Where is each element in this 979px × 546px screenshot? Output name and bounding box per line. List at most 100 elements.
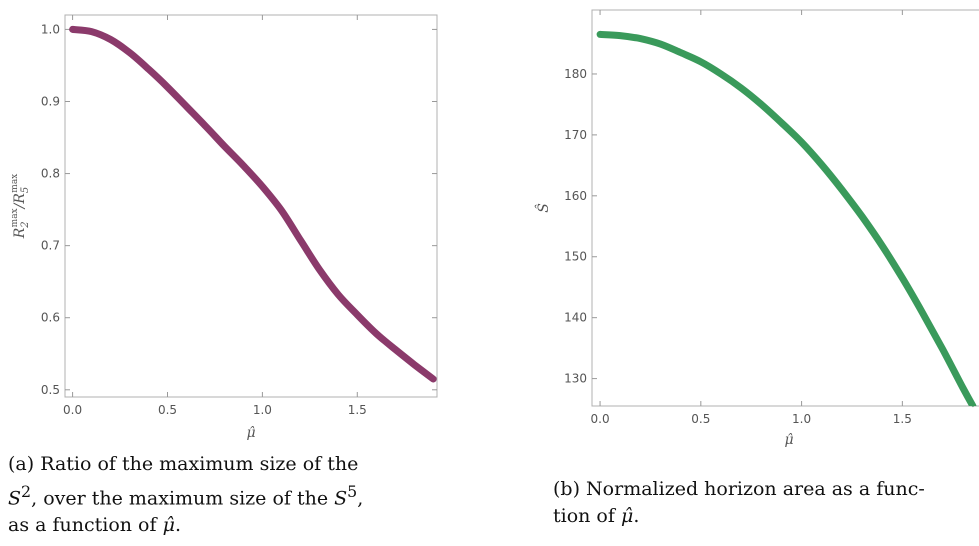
chart-a-data-point xyxy=(432,377,435,381)
chart-b-data-point xyxy=(679,51,682,54)
ylabel-a-sup2: max xyxy=(10,174,20,193)
chart-b-data-point xyxy=(971,404,975,408)
chart-a-data-point xyxy=(261,185,264,188)
caption-a-line1: Ratio of the maximum size of the xyxy=(40,453,359,475)
chart-b-y-axis-title: Ŝ xyxy=(534,203,552,213)
chart-a-data-point xyxy=(375,332,378,335)
chart-a-y-tick-label: 0.8 xyxy=(41,167,60,181)
chart-a-data-point xyxy=(280,209,283,212)
chart-b-plot-frame xyxy=(591,9,979,407)
chart-a-data-point xyxy=(356,313,359,316)
ylabel-a-sup1: max xyxy=(10,208,20,227)
chart-a-data-point xyxy=(147,67,150,71)
chart-b-series xyxy=(596,30,977,408)
chart-b-y-tick-label: 130 xyxy=(564,372,587,386)
chart-a-data-point xyxy=(185,105,188,108)
chart-b-data-point xyxy=(901,276,904,280)
chart-a-y-tick-label: 0.9 xyxy=(41,94,60,108)
chart-a-data-point xyxy=(109,38,112,41)
chart-b-data-point xyxy=(881,244,884,247)
ylabel-a-sub1: 2 xyxy=(20,221,31,228)
caption-b-label: (b) xyxy=(553,478,580,500)
chart-b-x-axis-title: μ̂ xyxy=(784,432,793,448)
chart-b: 0.0 0.5 1.0 1.5 130 140 150 160 170 180 μ̂ Ŝ xyxy=(534,9,979,448)
caption-a-s2: S xyxy=(8,487,22,510)
chart-b-data-point xyxy=(961,386,964,389)
chart-b-data-point xyxy=(860,215,864,218)
chart-a-data-point xyxy=(394,348,397,351)
chart-a-y-axis-title: R2max/R5max xyxy=(10,174,31,240)
chart-b-x-tick-label: 1.5 xyxy=(893,412,912,426)
chart-b-data-point xyxy=(739,86,743,90)
caption-b-line2: tion of xyxy=(553,505,615,527)
chart-a-y-tick-label: 0.6 xyxy=(41,311,60,325)
caption-b-line1: Normalized horizon area as a func- xyxy=(586,478,925,500)
caption-b: (b) Normalized horizon area as a func- t… xyxy=(553,476,979,530)
chart-b-data-point xyxy=(780,121,783,124)
chart-b-data-point xyxy=(840,188,844,191)
ylabel-a-base1: R xyxy=(12,227,28,239)
chart-b-y-tick-label: 180 xyxy=(564,67,587,81)
chart-a-plot-frame xyxy=(64,14,438,398)
chart-a-data-point xyxy=(128,51,131,54)
caption-b-symbol: μ̂ xyxy=(620,505,634,527)
chart-b-data-point xyxy=(699,60,702,63)
chart-a-y-tick-label: 0.7 xyxy=(41,239,60,253)
chart-b-y-tick-label: 150 xyxy=(564,250,587,264)
chart-a-data-point xyxy=(223,145,226,148)
chart-b-x-tick-label: 1.0 xyxy=(792,412,811,426)
chart-b-y-tick-label: 140 xyxy=(564,311,587,325)
caption-a-s5: S xyxy=(334,487,348,510)
chart-a-data-point xyxy=(413,363,416,366)
chart-b-data-point xyxy=(760,103,763,106)
chart-b-data-point xyxy=(639,37,642,40)
chart-b-data-point xyxy=(921,311,924,314)
chart-b-x-tick-label: 0.5 xyxy=(691,412,710,426)
caption-a-line2-end: , xyxy=(357,487,364,510)
chart-b-ticks: 0.0 0.5 1.0 1.5 130 140 150 160 170 180 xyxy=(564,10,912,426)
chart-a-x-tick-label: 0.0 xyxy=(63,403,82,417)
chart-b-data-point xyxy=(800,141,803,144)
chart-a-data-point xyxy=(166,85,169,89)
chart-a-data-point xyxy=(299,238,302,242)
chart-a: 0.0 0.5 1.0 1.50.50.60.70.80.91.0 μ̂ R2max/… xyxy=(10,14,438,441)
chart-a-y-tick-label: 0.5 xyxy=(41,383,60,397)
chart-b-y-tick-label: 170 xyxy=(564,128,587,142)
chart-a-data-point xyxy=(204,124,207,128)
chart-b-data-point xyxy=(619,34,622,37)
chart-b-series-line xyxy=(596,30,977,406)
chart-a-data-point xyxy=(71,28,74,31)
chart-a-x-tick-label: 1.5 xyxy=(348,403,367,417)
chart-a-x-tick-label: 0.5 xyxy=(158,403,177,417)
chart-b-data-point xyxy=(820,163,823,166)
chart-a-data-point xyxy=(242,164,245,167)
chart-a-data-point xyxy=(318,268,321,271)
chart-a-data-point xyxy=(337,293,340,296)
caption-a-s5-sup: 5 xyxy=(347,482,358,501)
chart-b-data-point xyxy=(719,72,723,76)
chart-b-y-tick-label: 160 xyxy=(564,189,587,203)
caption-b-line2-end: . xyxy=(633,505,640,527)
chart-b-data-point xyxy=(598,33,602,36)
ylabel-a-sep: / xyxy=(12,202,28,210)
caption-a-s2-sup: 2 xyxy=(21,482,32,501)
caption-a-line2-mid: , over the maximum size of the xyxy=(31,487,329,510)
caption-a-symbol: μ̂ xyxy=(162,514,175,537)
caption-a-label: (a) xyxy=(8,453,35,475)
chart-a-y-tick-label: 1.0 xyxy=(41,22,60,36)
ylabel-a-sub2: 5 xyxy=(20,187,31,193)
chart-b-x-tick-label: 0.0 xyxy=(591,412,610,426)
caption-a: (a) Ratio of the maximum size of the S2,… xyxy=(8,451,478,539)
caption-a-line3-end: . xyxy=(174,514,181,537)
chart-b-data-point xyxy=(941,348,944,351)
chart-b-data-point xyxy=(659,42,662,46)
ylabel-a-base2: R xyxy=(12,193,28,205)
chart-a-series xyxy=(69,25,437,383)
chart-a-data-point xyxy=(90,30,93,33)
chart-a-ticks: 0.0 0.5 1.0 1.50.50.60.70.80.91.0 xyxy=(41,15,437,417)
caption-a-line3: as a function of xyxy=(8,514,157,537)
chart-a-x-tick-label: 1.0 xyxy=(253,403,272,417)
chart-a-series-line xyxy=(69,25,437,383)
chart-a-x-axis-title: μ̂ xyxy=(246,425,255,441)
